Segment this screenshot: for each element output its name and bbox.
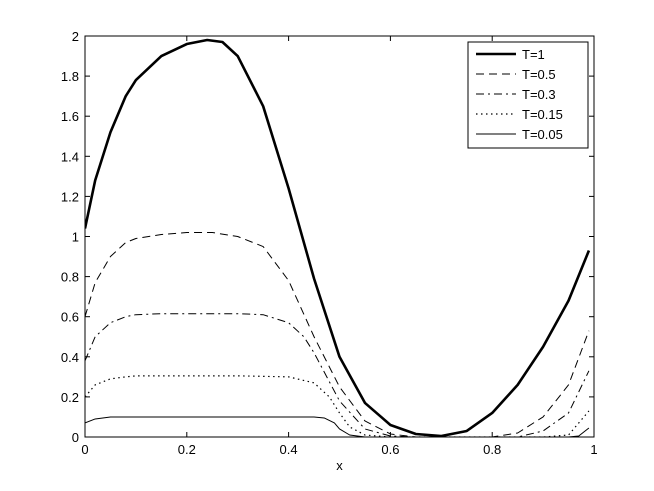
x-tick-label: 0.2 [178, 442, 196, 457]
y-tick-label: 0.2 [61, 390, 79, 405]
series-line-0 [85, 38, 591, 437]
legend-box [467, 41, 589, 149]
y-tick-label: 1 [72, 230, 79, 245]
y-tick-label: 1.2 [61, 189, 79, 204]
legend-label-0: T=1 [522, 47, 545, 62]
x-tick-label: 0.8 [483, 442, 501, 457]
series-layer [85, 38, 591, 437]
x-tick-label: 1 [590, 442, 597, 457]
legend-label-2: T=0.3 [522, 87, 556, 102]
legend-label-3: T=0.15 [522, 107, 563, 122]
y-tick-label: 0 [72, 430, 79, 445]
x-tick-label: 0.6 [381, 442, 399, 457]
series-line-1 [85, 231, 590, 437]
y-tick-label: 1.8 [61, 69, 79, 84]
y-tick-label: 1.6 [61, 109, 79, 124]
y-tick-label: 0.4 [61, 350, 79, 365]
legend-label-1: T=0.5 [522, 67, 556, 82]
x-tick-label: 0.4 [280, 442, 298, 457]
ticks-layer: 0 0.2 0.4 0.6 0.8 1 0 0.2 0.4 0.6 0.8 1 1.2 1.4 1.6 1.8… [61, 29, 598, 457]
y-tick-label: 0.6 [61, 310, 79, 325]
y-tick-label: 0.8 [61, 270, 79, 285]
legend-label-4: T=0.05 [522, 127, 563, 142]
series-line-4 [85, 416, 590, 437]
x-tick-label: 0 [81, 442, 88, 457]
y-tick-label: 1.4 [61, 149, 79, 164]
x-axis-label: x [336, 458, 343, 473]
series-line-2 [85, 313, 590, 437]
legend: T=1 T=0.5 T=0.3 T=0.15 T=0.05 [467, 41, 589, 149]
y-tick-label: 2 [72, 29, 79, 44]
